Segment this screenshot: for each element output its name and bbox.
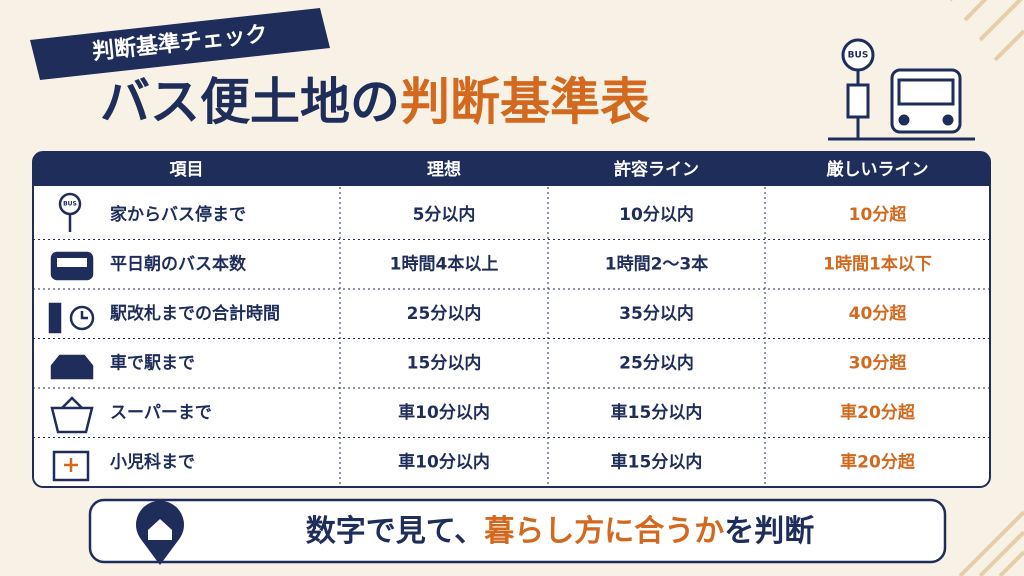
row-label: 車で駅まで [110,352,195,373]
column-header: 理想 [427,159,461,180]
title-accent: 判断基準表 [400,73,650,131]
cell: 車10分以内 [398,402,490,423]
title-main: バス便土地の [100,73,400,131]
banner: 判断基準チェック [30,8,330,80]
cell: 15分以内 [407,352,482,373]
cell: 25分以内 [619,352,694,373]
cell: 車20分超 [840,402,916,423]
row-label: 家からバス停まで [110,204,246,225]
bus-sign-text: BUS [848,51,869,61]
bus-stop-icon-text: BUS [63,201,77,208]
cell: 1時間1本以下 [823,253,932,274]
row-icons [48,192,95,482]
title: バス便土地の判断基準表 [100,73,650,131]
footer-box [88,498,947,564]
pin-icon [136,500,184,565]
cell: 5分以内 [413,204,476,225]
footer-text: 数字で見て、暮らし方に合うかを判断 [306,514,815,549]
column-header: 許容ライン [614,159,699,180]
cell: 30分超 [849,352,908,373]
footer-before: 数字で見て、 [306,514,485,549]
table-header [33,152,990,186]
cell: 25分以内 [407,303,482,324]
cell: 車15分以内 [611,402,703,423]
cell: 35分以内 [619,303,694,324]
cell: 10分以内 [619,204,694,225]
cell: 1時間2〜3本 [605,253,709,274]
bus-stop-illustration [828,38,975,141]
footer-accent: 暮らし方に合うか [484,514,724,549]
cell: 40分超 [849,303,908,324]
cell: 10分超 [849,204,908,225]
footer-after: を判断 [724,514,814,549]
row-label: 小児科まで [110,451,195,472]
column-header: 項目 [170,160,204,180]
row-label: スーパーまで [110,403,212,423]
row-label: 駅改札までの合計時間 [109,303,280,324]
cell: 車20分超 [840,451,916,472]
row-label: 平日朝のバス本数 [110,253,247,274]
cell: 車15分以内 [611,451,703,472]
cell: 1時間4本以上 [390,253,499,274]
decor-stripes [950,0,1024,576]
column-header: 厳しいライン [827,159,929,180]
cell: 車10分以内 [398,451,490,472]
